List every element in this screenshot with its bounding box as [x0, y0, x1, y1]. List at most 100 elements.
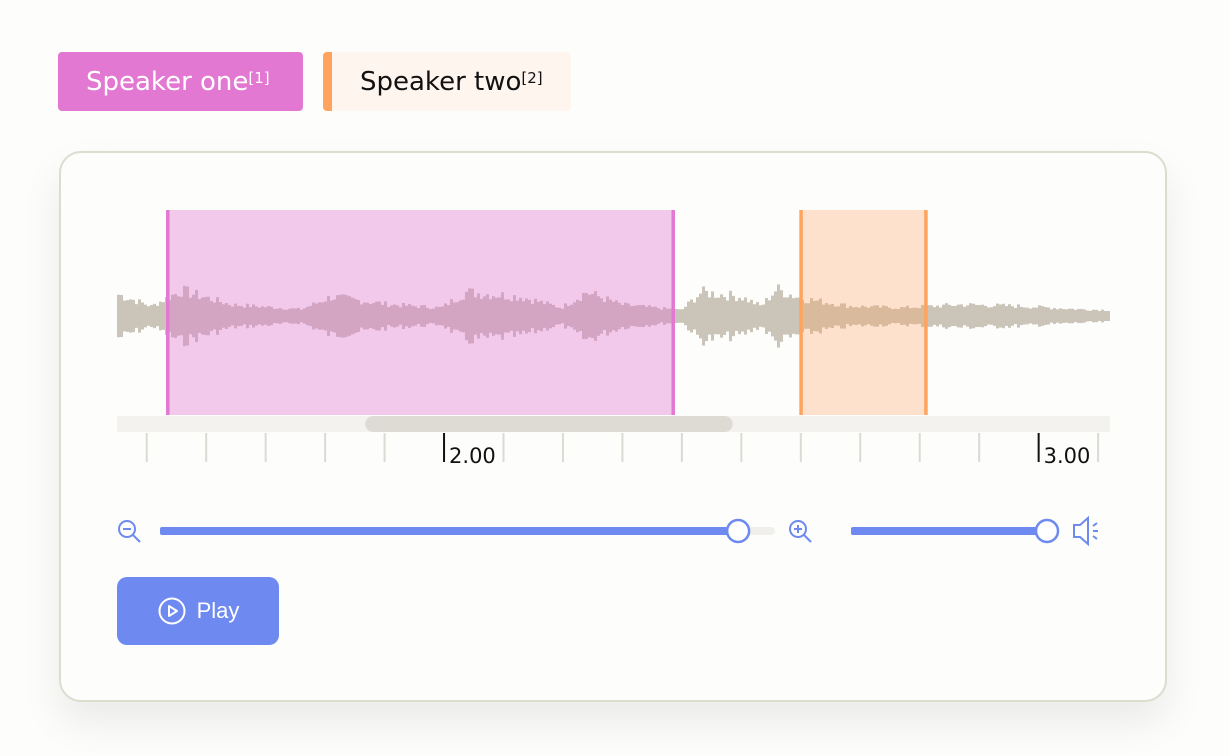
region-start-handle[interactable] — [799, 210, 803, 415]
waveform-bar — [258, 307, 261, 325]
waveform-bar — [183, 285, 186, 347]
speaker-volume-icon[interactable] — [1073, 515, 1098, 547]
waveform-bar — [708, 297, 711, 335]
waveform-bar — [990, 307, 993, 325]
waveform-bar — [198, 299, 201, 333]
waveform-bar — [180, 296, 183, 336]
waveform-bar — [237, 305, 240, 327]
waveform-bar — [408, 304, 411, 328]
waveform-bar — [213, 302, 216, 330]
zoom-in-icon[interactable] — [789, 520, 812, 543]
waveform-bar — [777, 284, 780, 348]
waveform-bar — [489, 299, 492, 333]
zoom-slider-handle[interactable] — [725, 518, 751, 544]
waveform-bar — [468, 288, 471, 344]
waveform-bar — [1107, 310, 1110, 322]
waveform-bar — [576, 299, 579, 333]
waveform-bar — [897, 309, 900, 323]
waveform-bar — [978, 305, 981, 327]
play-circle-icon — [158, 597, 186, 625]
speaker-one-chip[interactable]: Speaker one [1] — [58, 52, 303, 111]
waveform-bar — [339, 294, 342, 338]
waveform-bar — [471, 288, 474, 344]
region-end-handle[interactable] — [924, 210, 928, 415]
waveform-bar — [459, 300, 462, 332]
waveform-bar — [792, 298, 795, 334]
waveform-bar — [516, 300, 519, 332]
waveform-bar — [1050, 309, 1053, 323]
waveform-bar — [297, 307, 300, 325]
waveform-bar — [1077, 308, 1080, 324]
play-button[interactable]: Play — [117, 577, 279, 645]
waveform-bar — [195, 289, 198, 343]
waveform-bar — [129, 299, 132, 333]
waveform-bar — [561, 308, 564, 324]
waveform-bar — [861, 305, 864, 327]
region-end-handle[interactable] — [671, 210, 675, 415]
waveform-bar — [591, 293, 594, 339]
waveform-bar — [735, 301, 738, 331]
waveform-bar — [240, 306, 243, 326]
waveform-bar — [228, 305, 231, 327]
waveform-bar — [534, 298, 537, 334]
waveform-bar — [888, 307, 891, 325]
waveform-bar — [999, 304, 1002, 328]
waveform-bar — [993, 306, 996, 326]
waveform-bar — [144, 304, 147, 328]
region-start-handle[interactable] — [166, 210, 170, 415]
waveform-bar — [321, 302, 324, 330]
waveform-bar — [762, 304, 765, 328]
waveform-bar — [684, 306, 687, 326]
waveform-bar — [540, 300, 543, 332]
waveform-bar — [294, 308, 297, 324]
waveform-bar — [117, 294, 120, 338]
waveform-bar — [522, 301, 525, 331]
waveform-bar — [987, 307, 990, 325]
waveform-bar — [1104, 310, 1107, 322]
waveform-bar — [360, 304, 363, 328]
waveform-bar — [1092, 309, 1095, 323]
waveform-bar — [687, 301, 690, 331]
waveform-bar — [369, 303, 372, 329]
waveform-bar — [900, 306, 903, 326]
waveform-bar — [804, 303, 807, 329]
volume-slider-handle[interactable] — [1034, 518, 1060, 544]
waveform-bar — [936, 305, 939, 327]
waveform-bar — [912, 307, 915, 325]
waveform-bar — [255, 306, 258, 326]
waveform-bar — [354, 298, 357, 334]
waveform-bar — [405, 305, 408, 327]
waveform-bar — [588, 294, 591, 338]
waveform-bar — [138, 299, 141, 333]
speaker-region — [167, 210, 673, 415]
waveform-bar — [1095, 309, 1098, 323]
waveform-bar — [141, 302, 144, 330]
waveform-bar — [837, 306, 840, 326]
waveform-bar — [495, 297, 498, 335]
waveform-bar — [867, 307, 870, 325]
waveform-bar — [678, 309, 681, 323]
waveform-bar — [954, 305, 957, 327]
waveform-bar — [270, 306, 273, 326]
waveform-bar — [906, 305, 909, 327]
waveform-bar — [645, 306, 648, 326]
zoom-out-icon[interactable] — [118, 520, 141, 543]
waveform-bar — [648, 305, 651, 327]
waveform-bar — [1047, 307, 1050, 325]
waveform-bar — [747, 302, 750, 330]
waveform — [117, 284, 1110, 348]
scrollbar-thumb[interactable] — [365, 416, 733, 432]
speaker-two-chip[interactable]: Speaker two [2] — [323, 52, 571, 111]
waveform-bar — [225, 303, 228, 329]
waveform-bar — [825, 303, 828, 329]
waveform-bar — [333, 299, 336, 333]
waveform-bar — [885, 306, 888, 326]
waveform-bar — [531, 303, 534, 329]
waveform-bar — [450, 299, 453, 333]
waveform-bar — [909, 308, 912, 324]
waveform-bar — [465, 291, 468, 341]
waveform-bar — [1035, 307, 1038, 325]
waveform-bar — [417, 308, 420, 324]
waveform-bar — [1011, 306, 1014, 326]
